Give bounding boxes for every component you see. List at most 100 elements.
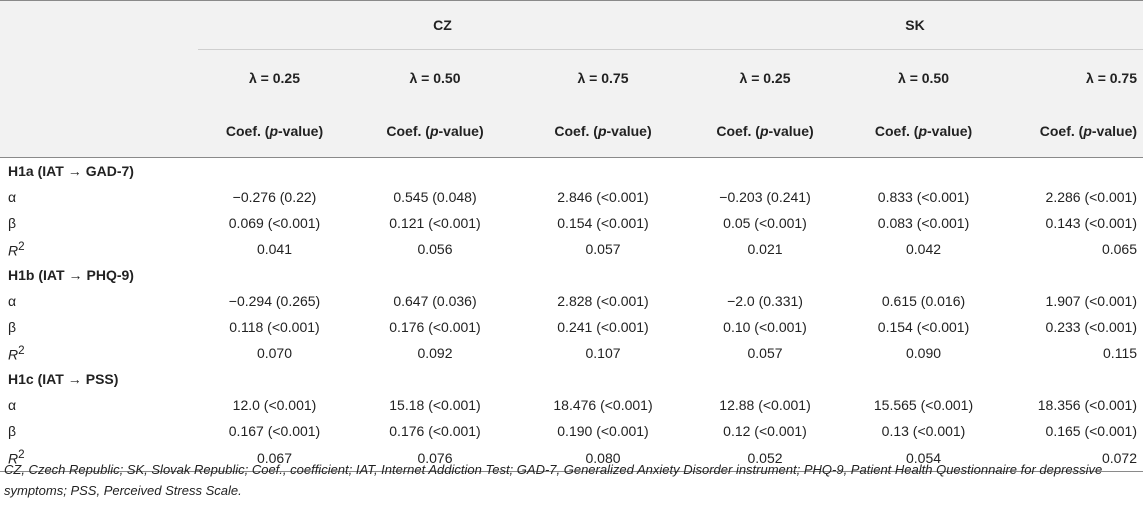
hypothesis-section-row: H1b (IAT → PHQ-9) — [0, 262, 1143, 288]
coef-p-italic: p — [1083, 123, 1092, 139]
table-row: R2 0.070 0.092 0.107 0.057 0.090 0.115 — [0, 340, 1143, 366]
row-label-superscript: 2 — [18, 448, 25, 462]
country-cz-header: CZ — [198, 0, 688, 50]
coef-pvalue-header: Coef. (p-value) — [1004, 105, 1143, 158]
row-label-symbol: α — [8, 397, 17, 413]
value-cell: 0.041 — [256, 241, 293, 257]
coef-prefix: Coef. ( — [386, 123, 430, 139]
coef-p-italic: p — [918, 123, 928, 139]
value-cell: 0.080 — [519, 444, 688, 472]
row-label-superscript: 2 — [18, 343, 25, 357]
value-cell: 0.833 (<0.001) — [877, 189, 970, 205]
hypothesis-pre: H1a (IAT — [8, 163, 64, 179]
lambda-header: λ = 0.75 — [577, 69, 629, 86]
coef-prefix: Coef. ( — [554, 123, 598, 139]
value-cell: 12.0 (<0.001) — [232, 397, 317, 413]
row-label-symbol: β — [8, 215, 17, 231]
value-cell: 0.072 — [1004, 444, 1143, 472]
coef-suffix: -value) — [438, 123, 484, 139]
row-label-symbol: α — [8, 293, 17, 309]
hypothesis-post: PSS) — [85, 371, 119, 387]
value-cell: 0.070 — [256, 345, 293, 361]
lambda-header: λ = 0.75 — [1086, 69, 1138, 86]
coef-pvalue-header: Coef. (p-value) — [687, 105, 843, 158]
row-label: α — [0, 288, 198, 314]
value-cell: 0.165 (<0.001) — [1045, 423, 1138, 439]
value-cell: 0.241 (<0.001) — [557, 319, 649, 335]
table-footnote: CZ, Czech Republic; SK, Slovak Republic;… — [4, 462, 1103, 498]
value-cell: 0.118 (<0.001) — [229, 319, 320, 335]
value-cell: −0.294 (0.265) — [228, 293, 321, 309]
coef-pvalue-header: Coef. (p-value) — [198, 105, 351, 158]
value-cell: 18.476 (<0.001) — [553, 397, 653, 413]
value-cell: 15.18 (<0.001) — [389, 397, 481, 413]
value-cell: 0.647 (0.036) — [393, 293, 477, 309]
hypothesis-label: H1b (IAT → PHQ-9) — [0, 262, 1143, 288]
row-label: α — [0, 184, 198, 210]
value-cell: 0.083 (<0.001) — [877, 215, 970, 231]
lambda-header: λ = 0.25 — [739, 69, 791, 86]
value-cell: 0.052 — [687, 444, 844, 472]
value-cell: 0.10 (<0.001) — [723, 319, 807, 335]
value-cell: 0.154 (<0.001) — [877, 319, 970, 335]
coef-pvalue-header: Coef. (p-value) — [519, 105, 687, 158]
value-cell: 0.076 — [351, 444, 519, 472]
value-cell: 0.065 — [1101, 241, 1138, 257]
arrow-icon: → — [68, 267, 83, 283]
coef-pvalue-header: Coef. (p-value) — [843, 105, 1004, 158]
country-sk-header: SK — [687, 0, 1143, 50]
coef-suffix: -value) — [606, 123, 652, 139]
empty-corner-cell — [0, 1, 198, 50]
value-cell: −2.0 (0.331) — [727, 293, 803, 309]
coef-p-italic: p — [759, 123, 769, 139]
coef-suffix: -value) — [927, 123, 973, 139]
value-cell: 0.090 — [905, 345, 942, 361]
value-cell: 0.057 — [747, 345, 783, 361]
arrow-icon: → — [67, 371, 82, 387]
value-cell: 0.054 — [843, 444, 1005, 472]
row-label-symbol: β — [8, 423, 17, 439]
table-row: α −0.276 (0.22) 0.545 (0.048) 2.846 (<0.001… — [0, 184, 1143, 210]
row-label-superscript: 2 — [18, 239, 25, 253]
lambda-header: λ = 0.25 — [249, 69, 300, 86]
value-cell: 0.13 (<0.001) — [881, 423, 966, 439]
row-label-italic: R — [8, 346, 19, 363]
hypothesis-post: PHQ-9) — [86, 267, 134, 283]
value-cell: 0.143 (<0.001) — [1045, 215, 1138, 231]
lambda-header-row: λ = 0.25 λ = 0.50 λ = 0.75 λ = 0.25 λ = … — [0, 49, 1143, 105]
value-cell: 0.067 — [198, 444, 351, 472]
coef-suffix: -value) — [768, 123, 814, 139]
coef-suffix: -value) — [1091, 123, 1138, 139]
value-cell: 0.615 (0.016) — [881, 293, 966, 309]
coef-prefix: Coef. ( — [874, 123, 919, 139]
value-cell: 0.121 (<0.001) — [389, 215, 481, 231]
regression-results-table: CZ SK λ = 0.25 λ = 0.50 λ = 0.75 λ = 0.2… — [0, 0, 1143, 472]
value-cell: 12.88 (<0.001) — [719, 397, 811, 413]
value-cell: 0.115 — [1103, 345, 1138, 361]
hypothesis-label: H1a (IAT → GAD-7) — [0, 158, 1143, 185]
value-cell: 0.021 — [747, 241, 783, 257]
value-cell: 0.069 (<0.001) — [228, 215, 321, 231]
value-cell: 0.233 (<0.001) — [1045, 319, 1138, 335]
value-cell: 0.167 (<0.001) — [228, 423, 321, 439]
value-cell: −0.203 (0.241) — [719, 189, 811, 205]
coef-prefix: Coef. ( — [1039, 123, 1084, 139]
value-cell: 0.176 (<0.001) — [389, 319, 481, 335]
hypothesis-section-row: H1c (IAT → PSS) — [0, 366, 1143, 392]
row-label: β — [0, 418, 198, 444]
arrow-icon: → — [67, 163, 82, 179]
value-cell: 1.907 (<0.001) — [1045, 293, 1138, 309]
coef-p-italic: p — [597, 123, 607, 139]
row-label: β — [0, 314, 198, 340]
value-cell: 0.190 (<0.001) — [557, 423, 649, 439]
hypothesis-pre: H1b (IAT — [8, 267, 65, 283]
hypothesis-label: H1c (IAT → PSS) — [0, 366, 1143, 392]
value-cell: 0.12 (<0.001) — [723, 423, 807, 439]
row-label-italic: R — [8, 450, 19, 467]
table-row: β 0.069 (<0.001) 0.121 (<0.001) 0.154 (<0.0… — [0, 210, 1143, 236]
row-label-symbol: α — [8, 189, 17, 205]
value-cell: 0.057 — [585, 241, 621, 257]
value-cell: 2.828 (<0.001) — [557, 293, 649, 309]
value-cell: −0.276 (0.22) — [232, 189, 317, 205]
